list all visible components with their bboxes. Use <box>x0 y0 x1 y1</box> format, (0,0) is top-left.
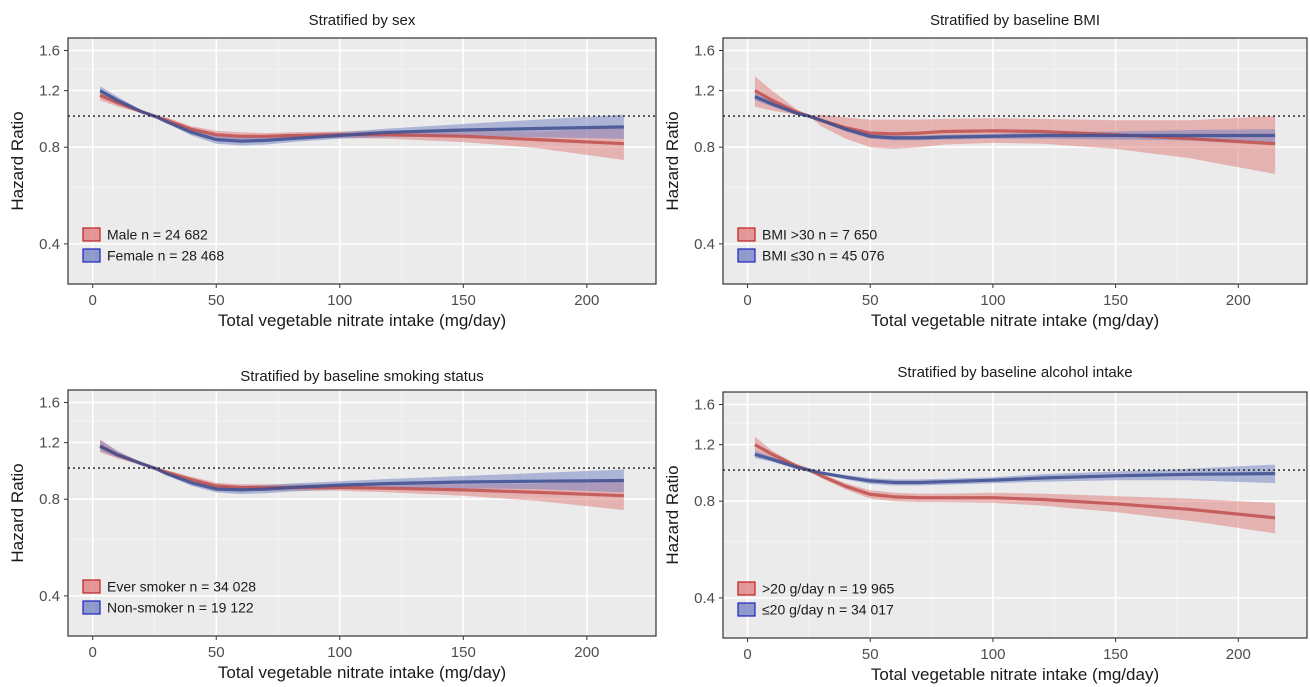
x-tick-label: 50 <box>208 292 225 309</box>
legend: >20 g/day n = 19 965 ≤20 g/day n = 34 017 <box>737 581 895 618</box>
chart-title: Stratified by baseline alcohol intake <box>897 364 1132 381</box>
y-tick-label: 0.8 <box>39 491 60 508</box>
y-axis-label: Hazard Ratio <box>663 465 682 564</box>
series-line <box>754 95 1276 140</box>
chart-title: Stratified by baseline smoking status <box>240 368 483 385</box>
legend-swatch <box>82 227 101 242</box>
series-line <box>99 444 624 492</box>
x-tick-label: 0 <box>89 292 97 309</box>
y-tick-label: 0.8 <box>39 139 60 156</box>
plot-border <box>722 37 1308 285</box>
plot-border <box>67 389 657 637</box>
x-tick-label: 100 <box>327 292 352 309</box>
chart-title: Stratified by sex <box>309 12 416 29</box>
legend: Ever smoker n = 34 028 Non-smoker n = 19 … <box>82 579 256 616</box>
legend-swatch <box>737 581 756 596</box>
plot-background <box>68 390 656 636</box>
legend-label: Ever smoker n = 34 028 <box>107 579 256 595</box>
chart-panel: Stratified by sex 0.4 0.8 1.2 1.6 0 50 100 150 20… <box>8 12 657 330</box>
y-tick-label: 0.8 <box>694 139 715 156</box>
y-tick-label: 0.4 <box>694 236 715 253</box>
y-axis-label: Hazard Ratio <box>8 463 27 562</box>
x-tick-label: 200 <box>574 292 599 309</box>
y-tick-label: 0.4 <box>39 588 60 605</box>
x-tick-label: 100 <box>980 292 1005 309</box>
x-axis-label: Total vegetable nitrate intake (mg/day) <box>218 663 506 682</box>
x-tick-label: 100 <box>327 644 352 661</box>
confidence-band <box>754 93 1276 143</box>
legend-swatch <box>82 600 101 615</box>
chart-panel: Stratified by baseline BMI 0.4 0.8 1.2 1.6 0 5… <box>663 12 1308 330</box>
x-tick-label: 150 <box>451 644 476 661</box>
legend-swatch <box>82 579 101 594</box>
plot-border <box>67 37 657 285</box>
y-tick-label: 1.6 <box>39 42 60 59</box>
y-axis-label: Hazard Ratio <box>663 111 682 210</box>
x-tick-label: 100 <box>980 646 1005 663</box>
legend-swatch <box>737 248 756 263</box>
x-tick-label: 50 <box>862 292 879 309</box>
y-tick-label: 1.6 <box>694 42 715 59</box>
y-tick-label: 1.6 <box>694 396 715 413</box>
y-tick-label: 1.2 <box>694 83 715 100</box>
legend-label: Female n = 28 468 <box>107 248 224 264</box>
confidence-band <box>754 76 1276 174</box>
y-tick-label: 1.2 <box>39 83 60 100</box>
x-tick-label: 200 <box>1226 646 1251 663</box>
legend-label: ≤20 g/day n = 34 017 <box>762 602 894 618</box>
legend-label: >20 g/day n = 19 965 <box>762 581 895 597</box>
legend: Male n = 24 682 Female n = 28 468 <box>82 227 224 264</box>
legend-label: Non-smoker n = 19 122 <box>107 600 254 616</box>
x-tick-label: 0 <box>89 644 97 661</box>
chart-panel: Stratified by baseline alcohol intake 0.4… <box>663 364 1308 684</box>
legend-swatch <box>737 227 756 242</box>
x-tick-label: 150 <box>1103 646 1128 663</box>
legend-label: BMI >30 n = 7 650 <box>762 227 877 243</box>
legend-label: BMI ≤30 n = 45 076 <box>762 248 885 264</box>
x-axis-label: Total vegetable nitrate intake (mg/day) <box>871 665 1159 684</box>
y-tick-label: 0.4 <box>694 590 715 607</box>
y-tick-label: 0.8 <box>694 493 715 510</box>
series-line <box>754 452 1276 485</box>
y-axis-label: Hazard Ratio <box>8 111 27 210</box>
confidence-band <box>100 89 624 160</box>
chart-panel: Stratified by baseline smoking status 0.4… <box>8 368 657 682</box>
plot-border <box>722 391 1308 639</box>
x-tick-label: 50 <box>862 646 879 663</box>
y-tick-label: 0.4 <box>39 236 60 253</box>
x-axis-label: Total vegetable nitrate intake (mg/day) <box>218 311 506 330</box>
x-tick-label: 150 <box>1103 292 1128 309</box>
x-axis-label: Total vegetable nitrate intake (mg/day) <box>871 311 1159 330</box>
x-tick-label: 200 <box>1226 292 1251 309</box>
x-tick-label: 0 <box>743 646 751 663</box>
x-tick-label: 0 <box>743 292 751 309</box>
y-tick-label: 1.6 <box>39 394 60 411</box>
legend-swatch <box>82 248 101 263</box>
confidence-band <box>754 436 1276 534</box>
y-tick-label: 1.2 <box>39 435 60 452</box>
legend-label: Male n = 24 682 <box>107 227 208 243</box>
x-tick-label: 50 <box>208 644 225 661</box>
plot-background <box>68 38 656 284</box>
y-tick-label: 1.2 <box>694 437 715 454</box>
x-tick-label: 150 <box>451 292 476 309</box>
x-tick-label: 200 <box>574 644 599 661</box>
legend-swatch <box>737 602 756 617</box>
chart-title: Stratified by baseline BMI <box>930 12 1100 29</box>
series-line <box>99 89 624 143</box>
legend: BMI >30 n = 7 650 BMI ≤30 n = 45 076 <box>737 227 885 264</box>
